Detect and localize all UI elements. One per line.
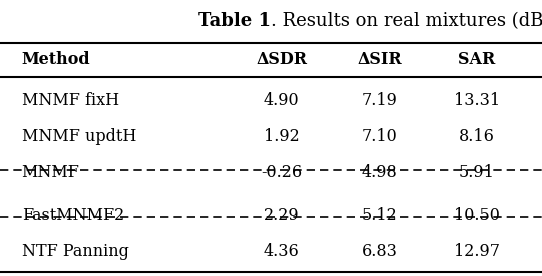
Text: 4.36: 4.36 xyxy=(264,243,300,260)
Text: ΔSDR: ΔSDR xyxy=(256,51,307,68)
Text: FastMNMF2: FastMNMF2 xyxy=(22,207,124,224)
Text: 8.16: 8.16 xyxy=(459,128,495,145)
Text: 7.10: 7.10 xyxy=(362,128,397,145)
Text: 4.98: 4.98 xyxy=(362,164,397,181)
Text: 4.90: 4.90 xyxy=(264,92,300,109)
Text: MNMF updtH: MNMF updtH xyxy=(22,128,136,145)
Text: 6.83: 6.83 xyxy=(362,243,397,260)
Text: 7.19: 7.19 xyxy=(362,92,397,109)
Text: 1.92: 1.92 xyxy=(264,128,300,145)
Text: Method: Method xyxy=(22,51,91,68)
Text: 10.50: 10.50 xyxy=(454,207,500,224)
Text: MNMF: MNMF xyxy=(22,164,80,181)
Text: NTF Panning: NTF Panning xyxy=(22,243,128,260)
Text: -0.26: -0.26 xyxy=(261,164,302,181)
Text: 12.97: 12.97 xyxy=(454,243,500,260)
Text: 2.29: 2.29 xyxy=(264,207,300,224)
Text: MNMF fixH: MNMF fixH xyxy=(22,92,119,109)
Text: 5.91: 5.91 xyxy=(459,164,495,181)
Text: ΔSIR: ΔSIR xyxy=(357,51,402,68)
Text: 13.31: 13.31 xyxy=(454,92,500,109)
Text: SAR: SAR xyxy=(459,51,495,68)
Text: 5.12: 5.12 xyxy=(362,207,397,224)
Text: . Results on real mixtures (dB).: . Results on real mixtures (dB). xyxy=(271,12,542,30)
Text: Table 1: Table 1 xyxy=(198,12,271,30)
